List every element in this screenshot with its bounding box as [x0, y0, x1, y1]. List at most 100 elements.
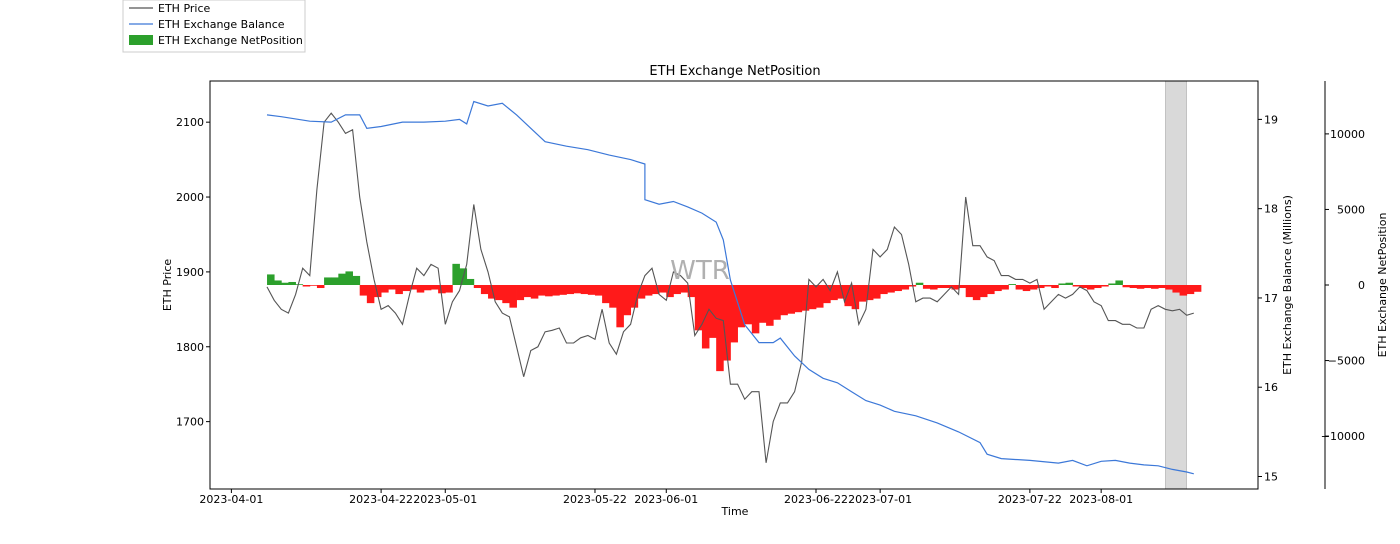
- netposition-bar-94: [937, 285, 945, 289]
- left-tick-label-1: 1800: [176, 341, 204, 354]
- netposition-bar-7: [316, 285, 325, 289]
- x-tick-label-1: 2023-04-22: [349, 493, 413, 506]
- netposition-bar-108: [1036, 285, 1045, 289]
- netposition-bar-93: [930, 285, 938, 290]
- left-tick-label-3: 2000: [176, 191, 204, 204]
- netposition-bar-104: [1008, 284, 1017, 285]
- netposition-bar-2: [281, 282, 289, 285]
- netposition-bar-121: [1129, 285, 1138, 289]
- netposition-bar-106: [1022, 285, 1031, 292]
- netposition-bar-31: [488, 285, 496, 299]
- netposition-bar-23: [431, 285, 439, 290]
- netposition-bar-28: [466, 278, 475, 285]
- netposition-bar-118: [1108, 283, 1116, 285]
- netposition-bar-6: [309, 285, 318, 286]
- netposition-bar-120: [1122, 285, 1131, 288]
- balance-series-line: [266, 100, 1194, 475]
- netposition-bar-33: [502, 285, 510, 304]
- right1-tick-label-0: 15: [1264, 471, 1278, 484]
- netposition-bar-9: [331, 277, 339, 285]
- left-axis-ticks: 1700 1800 1900 2000 2100: [176, 116, 210, 429]
- right1-tick-label-1: 16: [1264, 381, 1278, 394]
- netposition-bar-101: [987, 285, 995, 295]
- watermark: WTR: [670, 256, 730, 286]
- netposition-bar-57: [673, 285, 681, 295]
- netposition-bar-113: [1072, 285, 1081, 287]
- netposition-bar-119: [1115, 280, 1123, 285]
- netposition-bar-59: [687, 285, 696, 298]
- netposition-bar-15: [373, 285, 382, 298]
- netposition-bar-55: [659, 285, 667, 293]
- plot-frame: [209, 80, 1259, 490]
- netposition-bar-67: [744, 285, 753, 325]
- netposition-bar-79: [830, 285, 838, 301]
- netposition-bar-107: [1029, 285, 1038, 290]
- netposition-bar-68: [751, 285, 760, 334]
- netposition-bar-29: [473, 285, 482, 289]
- netposition-bar-111: [1058, 283, 1066, 285]
- left-tick-label-4: 2100: [176, 116, 204, 129]
- netposition-bar-63: [716, 285, 724, 372]
- netposition-bar-30: [480, 285, 489, 295]
- netposition-bar-60: [694, 285, 703, 331]
- netposition-bar-58: [680, 285, 689, 293]
- netposition-bar-82: [851, 285, 860, 310]
- right1-axis-label: ETH Exchange Balance (Millions): [1281, 195, 1294, 375]
- legend-frame: [122, 0, 306, 53]
- right1-tick-label-2: 17: [1264, 292, 1278, 305]
- netposition-bar-117: [1101, 285, 1109, 287]
- netposition-bar-96: [951, 285, 959, 290]
- price-series-line: [266, 112, 1194, 463]
- netposition-bar-122: [1136, 285, 1145, 289]
- netposition-bar-127: [1172, 285, 1180, 293]
- netposition-bar-41: [559, 285, 567, 295]
- netposition-bar-10: [338, 273, 346, 285]
- netposition-bar-21: [416, 285, 425, 293]
- netposition-bar-85: [873, 285, 881, 299]
- x-tick-label-8: 2023-08-01: [1069, 493, 1133, 506]
- netposition-bar-17: [388, 285, 396, 290]
- netposition-bar-115: [1086, 285, 1095, 290]
- netposition-bar-38: [537, 285, 546, 296]
- right1-tick-label-4: 19: [1264, 113, 1278, 126]
- netposition-bar-12: [352, 275, 361, 285]
- netposition-bar-37: [530, 285, 539, 299]
- netposition-bar-42: [566, 285, 574, 295]
- netposition-bar-3: [288, 281, 296, 285]
- netposition-bar-8: [324, 277, 332, 285]
- netposition-bar-56: [666, 285, 674, 298]
- netposition-bar-105: [1015, 285, 1024, 290]
- netposition-bar-32: [495, 285, 503, 301]
- netposition-bar-36: [523, 285, 532, 298]
- netposition-bar-19: [402, 285, 411, 292]
- legend-netposition-label: ETH Exchange NetPosition: [158, 34, 303, 47]
- legend-netposition-swatch: [129, 35, 153, 45]
- netposition-bar-66: [737, 285, 746, 328]
- x-axis-label: Time: [721, 505, 749, 518]
- netposition-bar-1: [274, 280, 282, 285]
- netposition-bar-45: [587, 285, 596, 295]
- netposition-bar-34: [509, 285, 517, 308]
- netposition-bar-24: [438, 285, 446, 294]
- netposition-bar-74: [794, 285, 803, 313]
- netposition-bar-100: [979, 285, 988, 298]
- netposition-bar-22: [423, 285, 432, 291]
- netposition-bar-4: [295, 284, 304, 285]
- netposition-bars: [267, 263, 1202, 372]
- netposition-bar-52: [637, 285, 646, 299]
- right1-axis-ticks: 15 16 17 18 19: [1258, 113, 1278, 484]
- netposition-bar-11: [345, 271, 353, 285]
- x-tick-label-2: 2023-05-01: [413, 493, 477, 506]
- legend: ETH Price ETH Exchange Balance ETH Excha…: [122, 0, 306, 53]
- netposition-bar-125: [1158, 285, 1166, 289]
- netposition-bar-95: [944, 285, 952, 289]
- right2-tick-label-3: 5000: [1337, 203, 1365, 216]
- netposition-bar-98: [965, 285, 974, 298]
- netposition-bar-72: [780, 285, 788, 316]
- netposition-bar-84: [865, 285, 874, 301]
- netposition-bar-78: [823, 285, 831, 304]
- netposition-bar-18: [395, 285, 403, 295]
- netposition-bar-109: [1044, 285, 1052, 287]
- netposition-bar-76: [808, 285, 817, 310]
